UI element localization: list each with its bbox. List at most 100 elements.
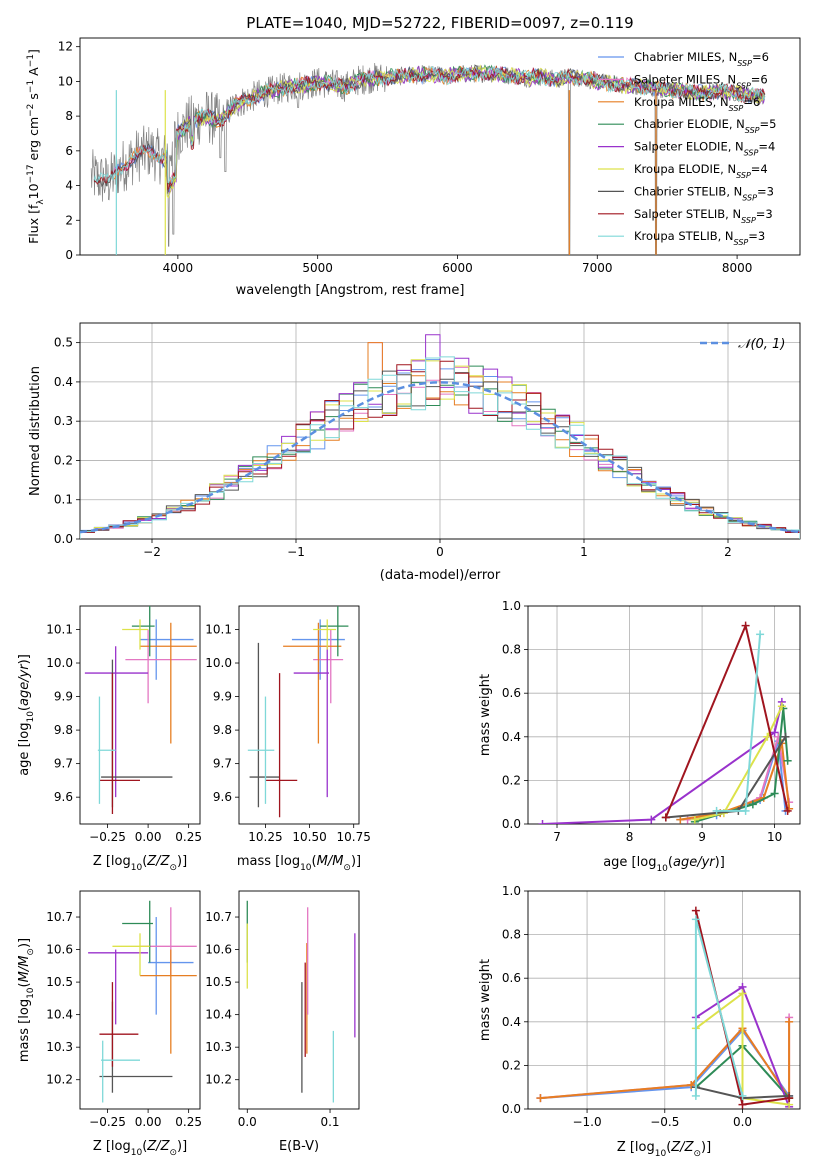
y-tick-label: 0.4: [502, 730, 521, 744]
y-tick-label: 0.6: [502, 686, 521, 700]
model-line-kroupa_elodie: [163, 64, 765, 199]
y-axis-label: Normed distribution: [28, 366, 43, 496]
weight-marker-kroupa_miles: [687, 1081, 696, 1090]
y-tick-label: 10.6: [46, 943, 73, 957]
y-tick-label: 10.5: [46, 975, 73, 989]
y-tick-label: 6: [65, 144, 73, 158]
y-tick-label: 0.4: [54, 375, 73, 389]
y-tick-label: 9.6: [213, 790, 232, 804]
axes-frame: [238, 605, 360, 825]
x-tick-label: 1: [580, 545, 588, 559]
y-tick-label: 0.5: [54, 336, 73, 350]
figure-title: PLATE=1040, MJD=52722, FIBERID=0097, z=0…: [246, 14, 633, 32]
y-tick-label: 0.2: [502, 773, 521, 787]
age_vs_mass-plot-area: [247, 606, 349, 818]
y-tick-label: 10.2: [205, 1073, 232, 1087]
weight-marker-kroupa_stelib: [712, 806, 721, 815]
y-tick-label: 12: [58, 40, 73, 54]
y-tick-label: 9.9: [54, 690, 73, 704]
x-tick-label: 0.1: [320, 1115, 339, 1129]
legend-entry-kroupa_miles: Kroupa MILES, NSSP=6: [634, 95, 760, 113]
weight-marker-salpeter_stelib: [691, 906, 700, 915]
spectrum-axes: 4000 5000 6000 7000 8000 0 2 4 6 8 10 12 wavelength …: [26, 37, 801, 298]
x-tick-label: 2: [724, 545, 732, 559]
x-tick-label: 10.50: [292, 830, 326, 844]
y-tick-label: 9.8: [213, 723, 232, 737]
mass_vs_ebv-axes: 0.0 0.1 10.2 10.3 10.4 10.5 10.6 10.7 E(B-V): [205, 890, 360, 1154]
mass_vs_ebv-plot-area: [246, 900, 356, 1103]
legend-entry-chabrier_elodie: Chabrier ELODIE, NSSP=5: [634, 117, 776, 135]
spectrum-plot-area: [90, 62, 766, 255]
x-tick-label: 0.00: [135, 830, 162, 844]
y-tick-label: 1.0: [502, 884, 521, 898]
y-tick-label: 10.4: [46, 1008, 73, 1022]
weight-line-kroupa_stelib: [694, 919, 744, 1097]
age_vs_Z-plot-area: [84, 606, 197, 814]
legend-entry-salpeter_stelib: Salpeter STELIB, NSSP=3: [634, 207, 773, 225]
x-tick-label: 0.25: [175, 830, 202, 844]
y-tick-label: 10.4: [205, 1008, 232, 1022]
x-tick-label: 9: [698, 830, 706, 844]
mass_vs_Z-axes: −0.25 0.00 0.25 10.2 10.3 10.4 10.5 10.6 10.7 Z […: [17, 890, 202, 1158]
axes-frame: [79, 322, 801, 540]
weight-marker-kroupa_stelib: [756, 630, 765, 639]
weight_vs_Z-axes: −1.0 −0.5 0.0 0.0 0.2 0.4 0.6 0.8 1.0 Z [log10(Z/…: [478, 884, 801, 1159]
weight-marker-salpeter_stelib: [738, 1100, 747, 1109]
model-line-kroupa_stelib: [93, 65, 766, 184]
weight-marker-salpeter_stelib: [661, 813, 670, 822]
weight_vs_Z-plot-area: [536, 906, 794, 1109]
y-tick-label: 10.3: [205, 1040, 232, 1054]
x-axis-label: mass [log10(M/M⊙)]: [237, 854, 361, 873]
y-tick-label: 10.7: [205, 910, 232, 924]
x-axis-label: Z [log10(Z/Z⊙)]: [93, 854, 187, 873]
y-tick-label: 8: [65, 109, 73, 123]
weight-marker-salpeter_elodie: [647, 815, 656, 824]
x-tick-label: 0.00: [135, 1115, 162, 1129]
legend-entry-salpeter_elodie: Salpeter ELODIE, NSSP=4: [634, 140, 775, 158]
x-tick-label: −1: [287, 545, 305, 559]
y-tick-label: 9.9: [213, 690, 232, 704]
y-tick-label: 10.3: [46, 1040, 73, 1054]
gaussian-curve: [80, 381, 800, 534]
x-tick-label: 10.25: [248, 830, 282, 844]
x-axis-label: age [log10(age/yr)]: [603, 855, 725, 874]
y-tick-label: 10: [58, 74, 73, 88]
legend-entry-gaussian: 𝒩(0, 1): [738, 337, 785, 352]
residuals-axes: −2 −1 0 1 2 0.0 0.1 0.2 0.3 0.4 0.5 (data-model)/er…: [28, 322, 801, 583]
y-tick-label: 9.8: [54, 723, 73, 737]
y-tick-label: 0.0: [502, 1102, 521, 1116]
legend-entry-kroupa_stelib: Kroupa STELIB, NSSP=3: [634, 229, 765, 247]
x-axis-label: (data-model)/error: [380, 568, 501, 583]
y-tick-label: 0.2: [502, 1058, 521, 1072]
axes-frame: [238, 890, 360, 1110]
weight-marker-salpeter_stelib: [783, 806, 792, 815]
residuals-plot-area: [80, 334, 800, 539]
x-tick-label: 7000: [582, 261, 613, 275]
x-tick-label: 0.25: [175, 1115, 202, 1129]
x-tick-label: 7: [553, 830, 561, 844]
y-tick-label: 0.6: [502, 971, 521, 985]
x-tick-label: 10: [767, 830, 782, 844]
y-tick-label: 9.7: [54, 757, 73, 771]
axes-frame: [79, 605, 201, 825]
weight-marker-chabrier_elodie: [783, 756, 792, 765]
y-tick-label: 9.6: [54, 790, 73, 804]
histogram-salpeter_stelib: [80, 360, 800, 539]
weight-marker-kroupa_elodie: [738, 989, 747, 998]
y-tick-label: 10.6: [205, 943, 232, 957]
x-tick-label: 5000: [302, 261, 333, 275]
legend-entry-chabrier_stelib: Chabrier STELIB, NSSP=3: [634, 184, 774, 202]
x-tick-label: 0: [436, 545, 444, 559]
axes-frame: [527, 605, 801, 825]
x-tick-label: −0.25: [89, 830, 126, 844]
x-axis-label: Z [log10(Z/Z⊙)]: [617, 1140, 711, 1159]
x-tick-label: 6000: [442, 261, 473, 275]
x-tick-label: 4000: [163, 261, 194, 275]
x-tick-label: −2: [143, 545, 161, 559]
histogram-kroupa_stelib: [80, 356, 800, 539]
x-tick-label: −0.5: [650, 1115, 679, 1129]
weight-marker-salpeter_stelib: [785, 1094, 794, 1103]
x-tick-label: 10.75: [337, 830, 371, 844]
age_vs_mass-axes: 10.25 10.50 10.75 9.6 9.7 9.8 9.9 10.0 10.1 mass …: [205, 605, 371, 873]
